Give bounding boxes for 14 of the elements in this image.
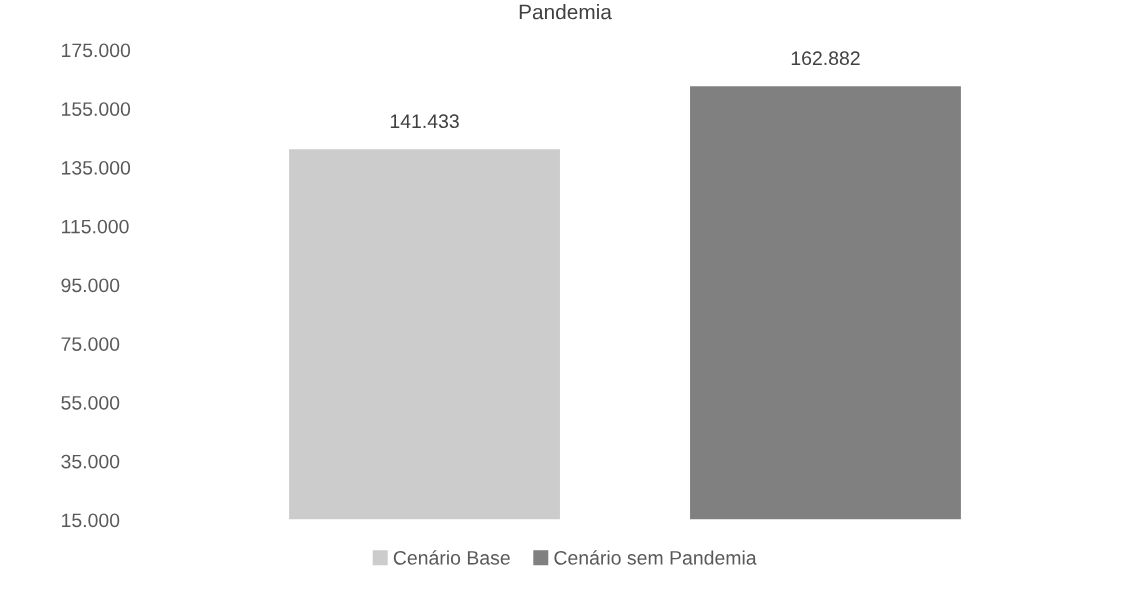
y-tick-label: 115.000 xyxy=(62,219,129,234)
y-tick-label: 15.000 xyxy=(62,513,120,528)
y-tick-label: 135.000 xyxy=(62,160,131,175)
y-tick-label: 35.000 xyxy=(61,454,120,469)
data-label: 141.433 xyxy=(390,114,459,129)
legend-label: Cenário Base xyxy=(393,550,510,565)
y-tick-label: 95.000 xyxy=(61,278,120,293)
data-label: 162.882 xyxy=(791,51,860,66)
legend-label: Cenário sem Pandemia xyxy=(554,550,757,565)
y-tick-label: 55.000 xyxy=(61,395,120,410)
y-tick-label: 75.000 xyxy=(61,337,120,351)
y-tick-label: 155.000 xyxy=(62,102,131,116)
chart-title: Pandemia xyxy=(519,4,612,20)
y-tick-label: 175.000 xyxy=(62,43,131,58)
